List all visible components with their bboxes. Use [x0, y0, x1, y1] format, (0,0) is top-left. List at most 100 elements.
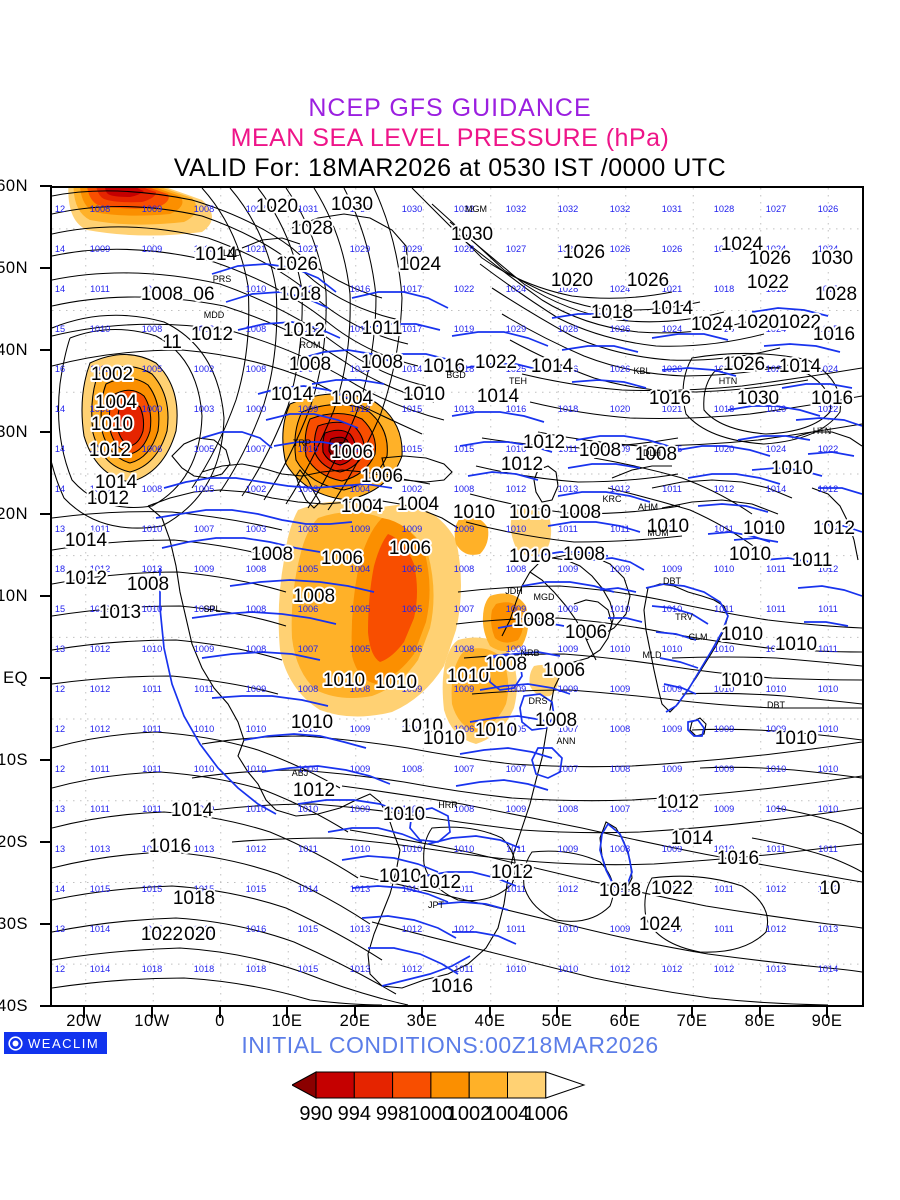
svg-text:1017: 1017 — [402, 284, 422, 294]
svg-text:1009: 1009 — [350, 364, 370, 374]
svg-text:1014: 1014 — [195, 244, 238, 265]
svg-text:1008: 1008 — [350, 684, 370, 694]
svg-text:1003: 1003 — [298, 524, 318, 534]
y-tick — [40, 595, 52, 597]
svg-text:1026: 1026 — [818, 204, 838, 214]
colorbar-cell — [353, 1071, 394, 1099]
svg-text:1013: 1013 — [142, 564, 162, 574]
svg-text:1026: 1026 — [627, 270, 669, 291]
svg-text:1020: 1020 — [766, 404, 786, 414]
svg-text:1012: 1012 — [501, 454, 543, 475]
y-axis-label-60n: 60N — [0, 177, 28, 195]
svg-text:1008: 1008 — [402, 764, 422, 774]
svg-text:1009: 1009 — [506, 644, 526, 654]
svg-text:12: 12 — [55, 724, 65, 734]
y-tick — [40, 513, 52, 515]
svg-text:1006: 1006 — [565, 622, 607, 643]
svg-text:1024: 1024 — [662, 324, 682, 334]
svg-text:1010: 1010 — [714, 564, 734, 574]
svg-text:1020: 1020 — [256, 196, 298, 217]
svg-text:13: 13 — [55, 844, 65, 854]
svg-text:1010: 1010 — [142, 604, 162, 614]
x-tick — [151, 1007, 153, 1018]
svg-text:1011: 1011 — [558, 444, 578, 454]
svg-text:1009: 1009 — [662, 564, 682, 574]
svg-text:1010: 1010 — [323, 670, 365, 691]
svg-text:1027: 1027 — [766, 204, 786, 214]
svg-text:1011: 1011 — [766, 604, 786, 614]
svg-text:1013: 1013 — [766, 964, 786, 974]
svg-text:1011: 1011 — [792, 550, 833, 571]
x-axis-label-20e: 20E — [339, 1012, 371, 1030]
svg-text:1014: 1014 — [671, 828, 714, 849]
svg-text:1010: 1010 — [818, 724, 838, 734]
svg-text:1011: 1011 — [142, 804, 162, 814]
svg-text:1009: 1009 — [194, 604, 214, 614]
svg-text:1009: 1009 — [662, 764, 682, 774]
svg-text:1018: 1018 — [599, 880, 641, 901]
svg-text:1010: 1010 — [383, 804, 425, 825]
svg-text:1013: 1013 — [99, 602, 141, 623]
svg-text:TRV: TRV — [675, 612, 693, 622]
svg-text:KRC: KRC — [602, 494, 622, 504]
svg-text:1024: 1024 — [399, 254, 442, 275]
svg-text:1008: 1008 — [662, 804, 682, 814]
svg-text:1010: 1010 — [454, 844, 474, 854]
svg-text:1005: 1005 — [298, 564, 318, 574]
svg-text:1032: 1032 — [610, 204, 630, 214]
map-plot-area[interactable]: 12 1008 1009 1008 1007 1031 1031 1030 1032 10… — [50, 186, 864, 1007]
svg-text:12: 12 — [55, 764, 65, 774]
svg-text:JPT: JPT — [428, 900, 445, 910]
svg-text:1007: 1007 — [194, 524, 214, 534]
svg-text:1004: 1004 — [341, 496, 384, 517]
y-axis-label-30n: 30N — [0, 423, 28, 441]
isobars — [52, 188, 862, 1005]
svg-text:1010: 1010 — [662, 924, 682, 934]
svg-text:1009: 1009 — [714, 724, 734, 734]
svg-text:1010: 1010 — [647, 516, 689, 537]
svg-text:1015: 1015 — [298, 924, 318, 934]
svg-text:1016: 1016 — [717, 848, 759, 869]
svg-text:1007: 1007 — [558, 724, 578, 734]
svg-text:1012: 1012 — [454, 924, 474, 934]
svg-text:1008: 1008 — [635, 444, 677, 465]
svg-text:1010: 1010 — [721, 670, 763, 691]
svg-text:1030: 1030 — [811, 248, 853, 269]
svg-text:1006: 1006 — [543, 660, 585, 681]
svg-text:1011: 1011 — [714, 924, 734, 934]
svg-text:1010: 1010 — [246, 724, 266, 734]
svg-text:1012: 1012 — [818, 564, 838, 574]
svg-text:020: 020 — [184, 924, 216, 945]
weaclim-brand-badge[interactable]: WEACLIM — [4, 1032, 108, 1054]
svg-text:1008: 1008 — [361, 352, 403, 373]
svg-text:1014: 1014 — [90, 924, 110, 934]
svg-text:1011: 1011 — [662, 524, 682, 534]
svg-text:DLH: DLH — [643, 448, 661, 458]
svg-text:1012: 1012 — [402, 964, 422, 974]
svg-text:1024: 1024 — [506, 284, 526, 294]
svg-text:1012: 1012 — [191, 324, 233, 345]
svg-text:1011: 1011 — [362, 318, 403, 339]
svg-text:1028: 1028 — [815, 284, 857, 305]
colorbar-label-1006: 1006 — [523, 1103, 569, 1125]
y-axis-label-eq: EQ — [3, 669, 28, 687]
svg-text:1032: 1032 — [506, 204, 526, 214]
svg-text:1005: 1005 — [402, 604, 422, 614]
svg-text:1009: 1009 — [506, 604, 526, 614]
svg-text:1009: 1009 — [662, 684, 682, 694]
svg-text:1009: 1009 — [662, 884, 682, 894]
svg-text:1011: 1011 — [818, 844, 838, 854]
svg-text:1006: 1006 — [298, 604, 318, 614]
svg-text:1022: 1022 — [818, 444, 838, 454]
svg-text:1024: 1024 — [721, 234, 764, 255]
svg-text:1018: 1018 — [173, 888, 215, 909]
svg-text:1016: 1016 — [194, 924, 214, 934]
svg-text:1010: 1010 — [509, 502, 551, 523]
x-tick — [826, 1007, 828, 1018]
svg-text:1009: 1009 — [610, 444, 630, 454]
svg-text:1010: 1010 — [90, 604, 110, 614]
svg-text:1018: 1018 — [714, 404, 734, 414]
pressure-colorbar[interactable] — [292, 1070, 608, 1100]
x-axis-label-70e: 70E — [676, 1012, 708, 1030]
